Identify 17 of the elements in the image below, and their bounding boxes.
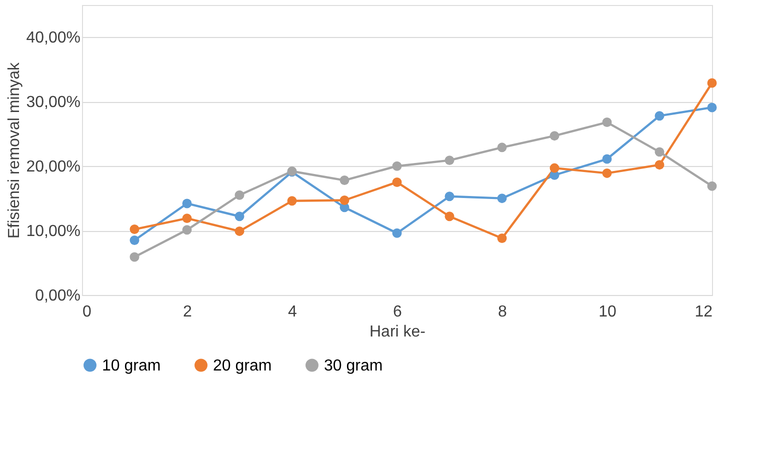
x-tick-label: 2 (183, 304, 192, 320)
x-tick-label: 10 (598, 304, 616, 320)
y-tick-label: 20,00% (26, 158, 80, 176)
y-tick-label: 30,00% (26, 94, 80, 112)
x-tick-label: 6 (393, 304, 402, 320)
legend-label: 30 gram (324, 357, 383, 374)
legend-label: 10 gram (102, 357, 161, 374)
x-tick-label: 8 (498, 304, 508, 320)
legend-label: 20 gram (213, 357, 272, 374)
x-tick-label: 4 (288, 304, 298, 320)
x-tick-label: 12 (694, 304, 713, 320)
y-tick-label: 0,00% (35, 288, 80, 304)
y-tick-label: 40,00% (26, 30, 80, 47)
y-axis-title: Efisiensi removal minyak (6, 61, 24, 239)
x-axis-title: Hari ke- (369, 324, 426, 340)
y-tick-label: 10,00% (26, 223, 80, 240)
x-tick-label: 0 (82, 304, 92, 320)
